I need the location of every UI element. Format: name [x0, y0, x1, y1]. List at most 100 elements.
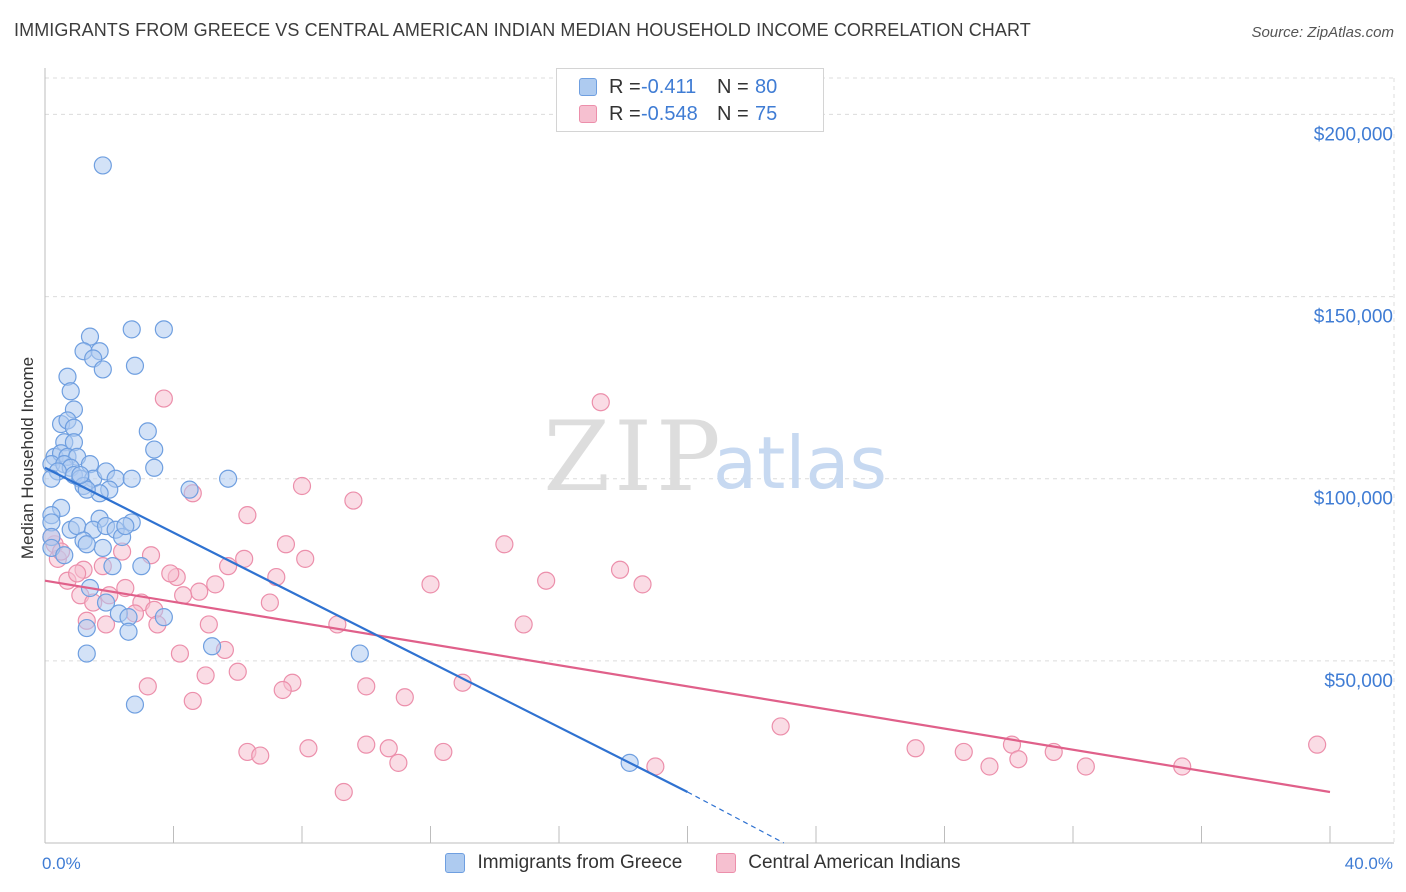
- data-point: [132, 557, 151, 576]
- data-point: [344, 491, 363, 510]
- data-point: [103, 557, 122, 576]
- data-point: [434, 742, 453, 762]
- data-point: [1009, 750, 1028, 769]
- data-point: [190, 582, 209, 601]
- data-point: [633, 575, 652, 594]
- legend-swatch-pink: [716, 853, 737, 873]
- data-point: [199, 615, 218, 634]
- stats-row-greece: R = -0.411 N = 80: [579, 75, 777, 99]
- trend-lines: [44, 466, 1331, 844]
- watermark-atlas: atlas: [713, 421, 887, 505]
- data-point: [116, 516, 135, 536]
- data-point: [495, 535, 514, 554]
- data-point: [1308, 735, 1327, 754]
- stats-legend: R = -0.411 N = 80 R = -0.548 N = 75: [556, 68, 824, 132]
- x-tick-label: 40.0%: [1345, 854, 1393, 873]
- data-point: [61, 382, 80, 401]
- data-point: [55, 546, 74, 565]
- series-immigrants-from-greece: [42, 156, 639, 772]
- data-point: [202, 637, 222, 656]
- y-tick-label: $50,000: [1324, 671, 1393, 692]
- data-point: [119, 622, 138, 641]
- data-point: [292, 476, 312, 496]
- n-label: N =: [717, 75, 749, 98]
- y-axis-tick-labels: $50,000 $100,000 $150,000 $200,000: [1314, 124, 1393, 691]
- data-point: [395, 688, 414, 707]
- legend-label: Central American Indians: [748, 852, 961, 873]
- data-point: [122, 320, 141, 339]
- data-point: [138, 422, 157, 441]
- series-legend: Immigrants from Greece Central American …: [0, 852, 1406, 874]
- data-point: [96, 593, 116, 612]
- x-axis-tick-labels: 0.0% 40.0%: [42, 854, 1393, 873]
- data-point: [276, 535, 296, 554]
- x-tick-label: 0.0%: [42, 854, 81, 873]
- data-point: [138, 677, 157, 696]
- watermark: ZIP atlas: [543, 401, 887, 513]
- legend-item-central-american-indians[interactable]: Central American Indians: [716, 852, 961, 874]
- trend-line-greece-extension: [687, 791, 785, 844]
- data-point: [980, 757, 999, 776]
- data-point: [196, 666, 215, 685]
- data-point: [228, 662, 247, 681]
- data-point: [170, 644, 190, 663]
- r-value: -0.548: [641, 102, 698, 125]
- legend-label: Immigrants from Greece: [477, 852, 683, 873]
- data-point: [421, 575, 440, 594]
- data-point: [273, 680, 292, 700]
- data-point: [357, 677, 376, 696]
- legend-swatch-blue: [445, 853, 466, 873]
- legend-swatch-pink: [579, 105, 597, 123]
- data-point: [145, 440, 164, 459]
- data-point: [183, 691, 202, 711]
- data-point: [68, 564, 87, 583]
- data-point: [357, 735, 376, 754]
- data-point: [93, 360, 112, 379]
- data-point: [93, 538, 112, 558]
- data-point: [154, 320, 173, 339]
- data-point: [379, 739, 398, 758]
- data-point: [122, 469, 141, 488]
- data-point: [125, 356, 145, 375]
- data-point: [125, 695, 145, 714]
- data-point: [296, 549, 315, 568]
- data-point: [42, 469, 61, 488]
- data-point: [514, 615, 533, 634]
- trend-line-central-american-indians: [44, 579, 1331, 794]
- data-point: [299, 739, 318, 758]
- n-value: 80: [755, 75, 778, 98]
- chart-title: IMMIGRANTS FROM GREECE VS CENTRAL AMERIC…: [14, 20, 1031, 40]
- data-point: [174, 586, 193, 605]
- data-point: [154, 389, 173, 408]
- data-point: [954, 742, 973, 762]
- r-value: -0.411: [641, 75, 697, 98]
- data-point: [906, 739, 925, 758]
- data-point: [77, 535, 96, 554]
- data-point: [77, 644, 96, 663]
- trend-line-greece: [44, 466, 688, 793]
- data-point: [145, 458, 164, 477]
- legend-item-greece[interactable]: Immigrants from Greece: [445, 852, 682, 874]
- stats-row-central-american-indians: R = -0.548 N = 75: [579, 102, 777, 126]
- data-point: [238, 506, 257, 525]
- y-tick-label: $200,000: [1314, 124, 1393, 145]
- data-point: [180, 480, 199, 499]
- data-point: [537, 571, 556, 590]
- r-label: R =: [609, 75, 641, 98]
- y-tick-label: $100,000: [1314, 489, 1393, 510]
- data-point: [260, 593, 279, 612]
- axes: [44, 68, 1394, 844]
- n-value: 75: [755, 102, 778, 125]
- data-point: [206, 575, 225, 594]
- data-point: [93, 156, 112, 175]
- legend-swatch-blue: [579, 78, 597, 96]
- data-point: [771, 717, 790, 736]
- data-point: [219, 469, 238, 488]
- data-point: [96, 615, 116, 634]
- data-point: [591, 393, 610, 412]
- n-label: N =: [717, 102, 749, 125]
- data-point: [267, 567, 286, 587]
- data-point: [77, 618, 96, 638]
- source-label: Source: ZipAtlas.com: [1251, 24, 1394, 41]
